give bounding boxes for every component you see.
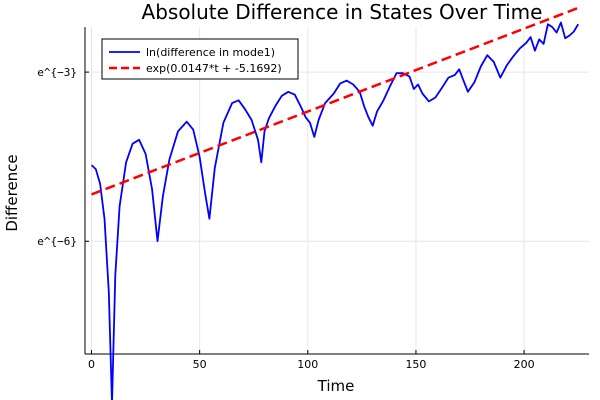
series-layer bbox=[90, 6, 579, 400]
x-tick-label: 0 bbox=[88, 358, 95, 371]
series-line-fit bbox=[91, 6, 579, 196]
x-ticks: 0 50 100 150 200 bbox=[88, 350, 535, 371]
series-line-mode1 bbox=[90, 21, 579, 400]
y-tick-label: e^{−3} bbox=[37, 66, 77, 79]
legend-box bbox=[101, 38, 299, 80]
y-axis-label: Difference bbox=[3, 154, 21, 231]
x-axis-label: Time bbox=[317, 377, 355, 395]
y-tick-label: e^{−6} bbox=[37, 235, 77, 248]
x-tick-label: 150 bbox=[405, 358, 426, 371]
chart-title: Absolute Difference in States Over Time bbox=[142, 0, 543, 24]
x-tick-label: 100 bbox=[297, 358, 318, 371]
legend-label-fit: exp(0.0147*t + -5.1692) bbox=[146, 62, 282, 75]
y-ticks: e^{−3} e^{−6} bbox=[37, 66, 89, 248]
legend: ln(difference in mode1) exp(0.0147*t + -… bbox=[101, 38, 299, 80]
legend-label-mode1: ln(difference in mode1) bbox=[146, 46, 275, 59]
x-tick-label: 50 bbox=[193, 358, 207, 371]
x-tick-label: 200 bbox=[514, 358, 535, 371]
